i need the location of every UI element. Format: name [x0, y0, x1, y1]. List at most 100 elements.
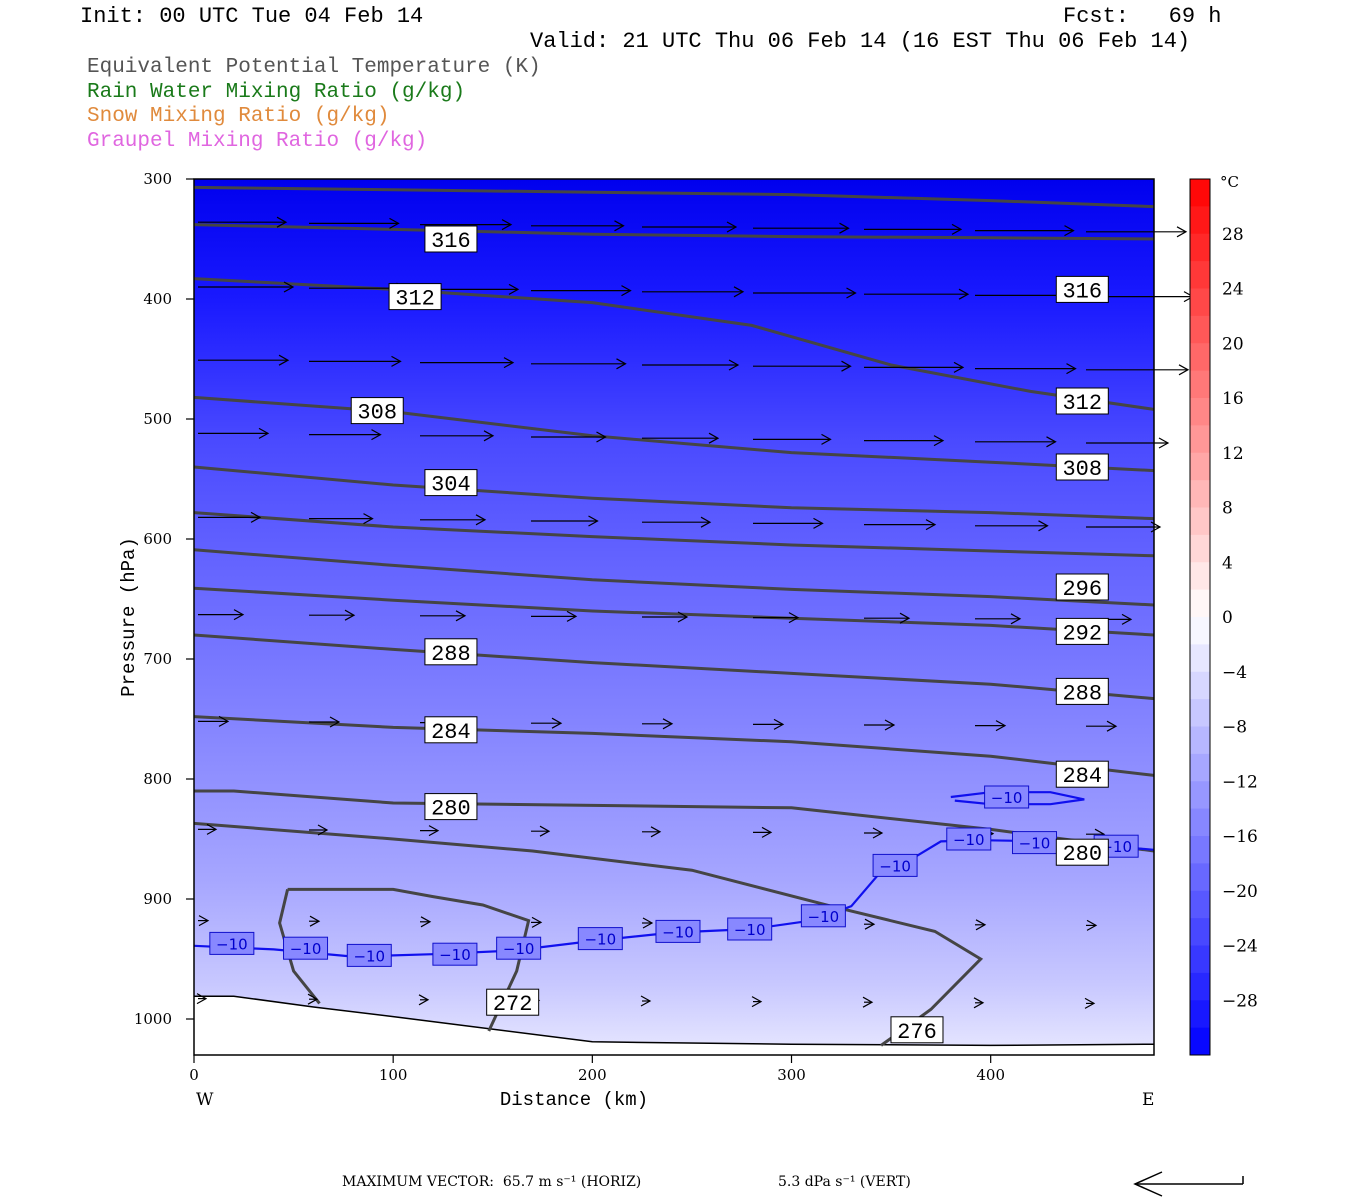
wind-vector-head	[751, 996, 763, 1008]
theta-e-label-box	[424, 793, 478, 821]
reference-vector-head	[1133, 1171, 1163, 1197]
west-label: W	[196, 1090, 214, 1110]
colorbar-tick-label: 24	[1222, 280, 1244, 300]
theta-e-contour	[193, 548, 1155, 607]
theta-e-label: 288	[1062, 681, 1102, 706]
colorbar-swatch	[1190, 671, 1210, 700]
colorbar-swatch	[1190, 972, 1210, 1001]
colorbar-swatch	[1190, 617, 1210, 645]
wind-vector-head	[539, 825, 551, 837]
wind-vector-head	[958, 288, 970, 300]
colorbar-swatch	[1190, 480, 1210, 508]
theta-e-label: 288	[431, 642, 471, 667]
wind-vector-head	[773, 718, 785, 730]
theta-e-label-box	[1055, 617, 1109, 645]
wind-vector-head	[1038, 520, 1049, 532]
wind-vector-head	[621, 285, 632, 297]
wind-vector-head	[329, 716, 341, 728]
wind-vector-head	[588, 515, 599, 527]
colorbar-swatch	[1190, 890, 1210, 919]
colorbar-swatch	[1190, 343, 1210, 372]
isotherm-label-box	[577, 927, 623, 951]
theta-e-label: 316	[431, 229, 471, 254]
colorbar-frame	[1189, 178, 1211, 1056]
wind-vector-head	[503, 357, 515, 369]
forecast-hour: Fcst: 69 h	[1063, 4, 1222, 29]
colorbar-swatch	[1190, 644, 1210, 673]
wind-vector-head	[283, 281, 295, 293]
theta-e-label-box	[424, 716, 478, 744]
y-tick-label: 1000	[134, 1010, 172, 1028]
wind-vector-head	[483, 430, 495, 442]
theta-e-label-box	[1055, 453, 1109, 481]
wind-vector-head	[501, 219, 513, 231]
wind-vector-head	[662, 718, 674, 730]
y-tick-label: 600	[143, 530, 172, 548]
wind-vector-head	[650, 826, 662, 838]
wind-vector-head	[258, 427, 270, 439]
wind-vector-head	[596, 431, 607, 443]
isotherm-label: −10	[216, 935, 248, 953]
isotherm-label-box	[727, 917, 773, 941]
isotherm-label-box	[283, 936, 329, 960]
colorbar-swatch	[1190, 179, 1210, 207]
isotherm-label: −10	[1019, 835, 1051, 853]
colorbar-swatch	[1190, 726, 1210, 755]
wind-vector-head	[317, 824, 329, 836]
colorbar-tick-label: −20	[1222, 882, 1258, 902]
theta-e-label: 316	[1062, 279, 1102, 304]
theta-e-contour	[193, 223, 1155, 241]
wind-vector-head	[864, 918, 876, 930]
colorbar-tick-label: −12	[1222, 772, 1258, 792]
isotherm-label-box	[946, 827, 992, 851]
theta-e-label: 284	[431, 720, 471, 745]
isotherm-label: −10	[734, 921, 766, 939]
theta-e-label-box	[1055, 677, 1109, 705]
wind-vector-head	[839, 222, 850, 234]
isotherm-label: −10	[953, 831, 985, 849]
colorbar-swatch	[1190, 836, 1210, 864]
theta-e-label-box	[1055, 760, 1109, 788]
wind-vector-head	[1084, 997, 1096, 1009]
x-tick-label: 0	[189, 1066, 199, 1084]
wind-vector-head	[531, 916, 543, 928]
theta-e-contour	[193, 715, 1155, 777]
colorbar-swatch	[1190, 534, 1210, 563]
colorbar-swatch	[1190, 261, 1210, 289]
wind-vector-head	[363, 513, 374, 525]
theta-e-label-box	[424, 225, 478, 253]
theta-e-label-box	[424, 638, 478, 666]
theta-e-label-box	[486, 988, 540, 1016]
theta-e-label: 280	[431, 797, 471, 822]
max-vector-horizontal: MAXIMUM VECTOR: 65.7 m s⁻¹ (HORIZ)	[342, 1174, 642, 1190]
theta-e-contour	[193, 633, 1155, 701]
wind-vector-head	[278, 354, 290, 366]
theta-e-contour	[193, 185, 1155, 209]
y-tick-label: 900	[143, 890, 172, 908]
wind-vector-head	[872, 827, 884, 839]
wind-vector-head	[428, 825, 440, 837]
colorbar-tick-label: −24	[1222, 937, 1258, 957]
wind-vector-head	[420, 916, 432, 928]
y-tick-label: 700	[143, 650, 172, 668]
wind-vector-head	[761, 826, 773, 838]
wind-vector-head	[198, 915, 210, 927]
wind-vector-head	[344, 609, 356, 621]
wind-vector-head	[566, 610, 578, 622]
theta-e-contour	[287, 887, 531, 1032]
wind-vector-head	[1158, 437, 1170, 449]
isotherm-label: −10	[503, 940, 535, 958]
wind-vector-head	[250, 511, 262, 523]
wind-vector-head	[389, 217, 400, 229]
theta-e-label: 308	[1062, 457, 1102, 482]
wind-vector-head	[728, 359, 740, 371]
colorbar-tick-label: 0	[1222, 608, 1233, 628]
wind-vector-head	[196, 993, 208, 1005]
colorbar-swatch	[1190, 452, 1210, 481]
wind-vector-head	[933, 435, 945, 447]
colorbar-swatch	[1190, 206, 1210, 235]
y-tick-label: 400	[143, 290, 172, 308]
colorbar-swatch	[1190, 808, 1210, 837]
theta-e-label-box	[890, 1016, 944, 1044]
